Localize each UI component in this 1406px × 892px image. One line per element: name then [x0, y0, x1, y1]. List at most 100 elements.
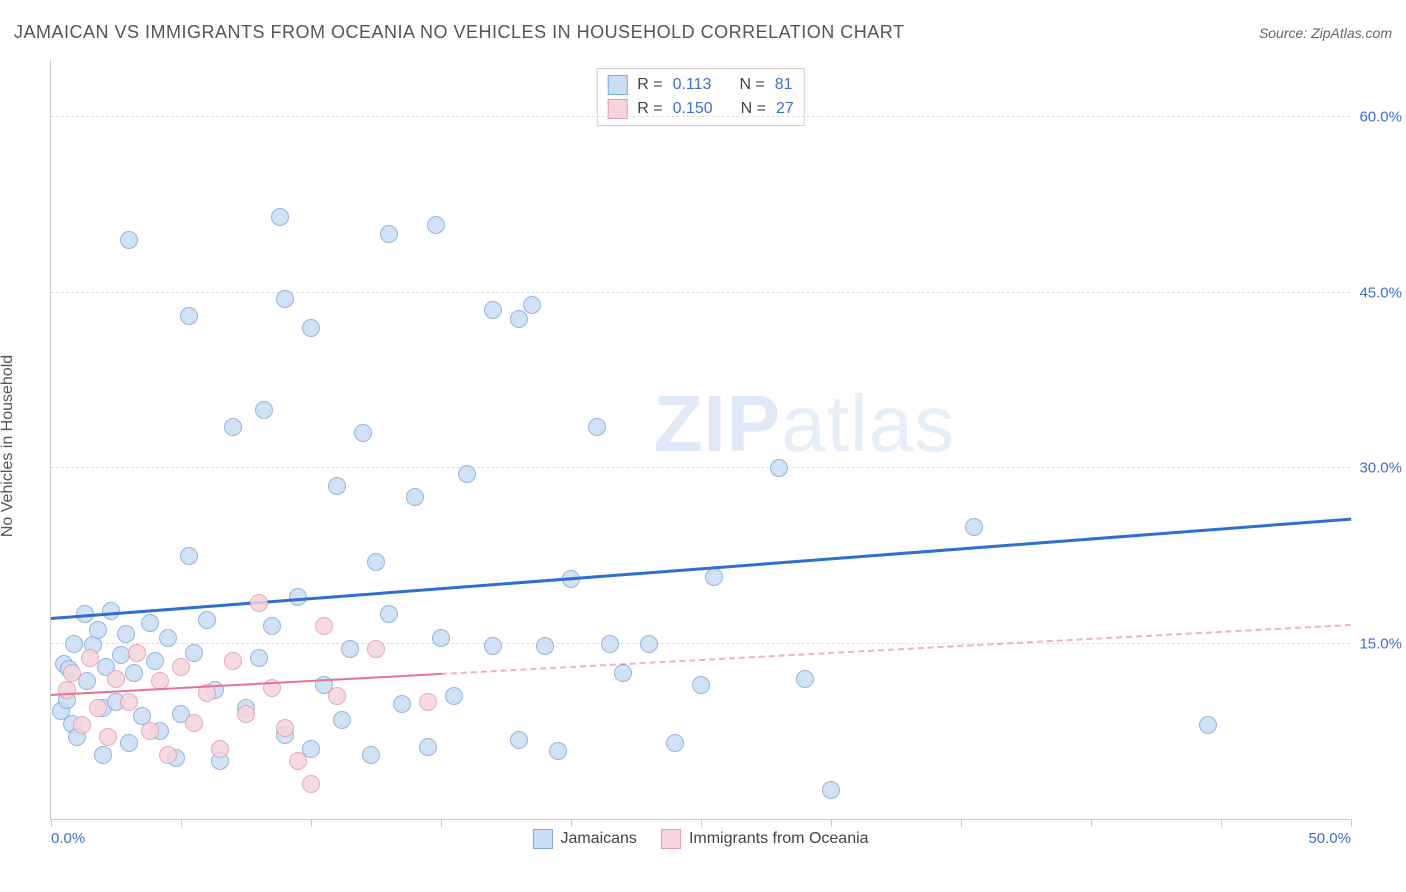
data-point	[94, 746, 112, 764]
data-point	[224, 652, 242, 670]
trend-line	[441, 624, 1351, 675]
data-point	[198, 611, 216, 629]
data-point	[58, 681, 76, 699]
data-point	[705, 568, 723, 586]
data-point	[419, 693, 437, 711]
r-value-oceania: 0.150	[673, 100, 713, 118]
data-point	[185, 644, 203, 662]
data-point	[211, 740, 229, 758]
data-point	[796, 670, 814, 688]
chart-plot-area: ZIPatlas R = 0.113 N = 81 R = 0.150 N = …	[50, 60, 1350, 820]
swatch-jamaicans	[532, 829, 552, 849]
data-point	[73, 716, 91, 734]
data-point	[510, 310, 528, 328]
x-tick	[571, 819, 572, 827]
data-point	[393, 695, 411, 713]
data-point	[141, 614, 159, 632]
data-point	[107, 670, 125, 688]
legend-item-jamaicans: Jamaicans	[532, 829, 636, 849]
y-tick-label: 45.0%	[1359, 284, 1402, 301]
data-point	[159, 629, 177, 647]
data-point	[445, 687, 463, 705]
data-point	[640, 635, 658, 653]
data-point	[302, 775, 320, 793]
data-point	[117, 625, 135, 643]
watermark: ZIPatlas	[654, 378, 955, 470]
data-point	[328, 477, 346, 495]
data-point	[81, 649, 99, 667]
data-point	[180, 547, 198, 565]
data-point	[99, 728, 117, 746]
watermark-light: atlas	[781, 379, 955, 468]
data-point	[78, 672, 96, 690]
n-value-jamaicans: 81	[775, 76, 793, 94]
data-point	[822, 781, 840, 799]
source-attribution: Source: ZipAtlas.com	[1259, 25, 1392, 41]
data-point	[289, 752, 307, 770]
data-point	[120, 693, 138, 711]
data-point	[146, 652, 164, 670]
n-label: N =	[739, 76, 764, 94]
data-point	[65, 635, 83, 653]
data-point	[224, 418, 242, 436]
r-label: R =	[637, 76, 662, 94]
data-point	[484, 301, 502, 319]
x-tick	[1221, 819, 1222, 827]
source-name: ZipAtlas.com	[1311, 25, 1392, 41]
data-point	[354, 424, 372, 442]
n-label: N =	[741, 100, 766, 118]
data-point	[458, 465, 476, 483]
data-point	[692, 676, 710, 694]
x-tick	[1351, 819, 1352, 827]
data-point	[315, 617, 333, 635]
y-tick-label: 60.0%	[1359, 109, 1402, 126]
legend-item-oceania: Immigrants from Oceania	[661, 829, 869, 849]
gridline	[51, 467, 1350, 468]
data-point	[128, 644, 146, 662]
data-point	[380, 605, 398, 623]
data-point	[276, 290, 294, 308]
data-point	[302, 319, 320, 337]
data-point	[180, 307, 198, 325]
x-tick	[311, 819, 312, 827]
x-tick-label: 50.0%	[1308, 830, 1351, 847]
data-point	[432, 629, 450, 647]
data-point	[549, 742, 567, 760]
data-point	[427, 216, 445, 234]
data-point	[770, 459, 788, 477]
data-point	[276, 719, 294, 737]
data-point	[1199, 716, 1217, 734]
data-point	[250, 594, 268, 612]
source-label: Source:	[1259, 25, 1311, 41]
stats-row-jamaicans: R = 0.113 N = 81	[607, 73, 794, 97]
x-tick	[1091, 819, 1092, 827]
x-tick	[441, 819, 442, 827]
data-point	[120, 734, 138, 752]
gridline	[51, 116, 1350, 117]
data-point	[523, 296, 541, 314]
data-point	[510, 731, 528, 749]
x-tick	[961, 819, 962, 827]
data-point	[333, 711, 351, 729]
data-point	[172, 658, 190, 676]
x-tick-label: 0.0%	[51, 830, 85, 847]
x-tick	[701, 819, 702, 827]
data-point	[120, 231, 138, 249]
legend-label-jamaicans: Jamaicans	[560, 830, 636, 848]
y-axis-label: No Vehicles in Household	[0, 355, 17, 537]
data-point	[89, 699, 107, 717]
data-point	[965, 518, 983, 536]
gridline	[51, 292, 1350, 293]
y-tick-label: 15.0%	[1359, 635, 1402, 652]
data-point	[362, 746, 380, 764]
data-point	[341, 640, 359, 658]
gridline	[51, 643, 1350, 644]
y-tick-label: 30.0%	[1359, 460, 1402, 477]
data-point	[536, 637, 554, 655]
n-value-oceania: 27	[776, 100, 794, 118]
data-point	[255, 401, 273, 419]
data-point	[666, 734, 684, 752]
r-value-jamaicans: 0.113	[673, 76, 712, 94]
data-point	[89, 621, 107, 639]
watermark-bold: ZIP	[654, 379, 781, 468]
